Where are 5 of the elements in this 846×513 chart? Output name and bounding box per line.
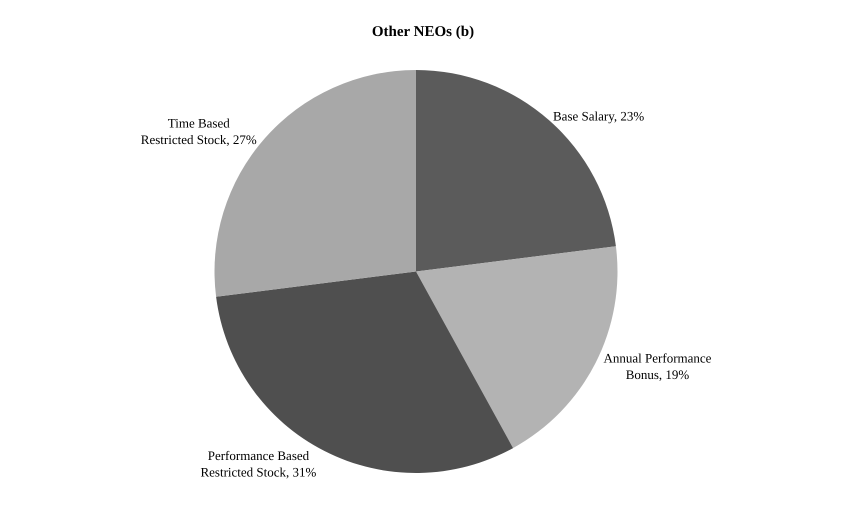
slice-label: Performance Based Restricted Stock, 31% <box>200 448 317 480</box>
slice-label: Annual Performance Bonus, 19% <box>604 350 712 382</box>
chart-title: Other NEOs (b) <box>372 24 474 40</box>
slice-label: Time Based Restricted Stock, 27% <box>140 115 257 148</box>
slice-label: Base Salary, 23% <box>553 108 644 124</box>
